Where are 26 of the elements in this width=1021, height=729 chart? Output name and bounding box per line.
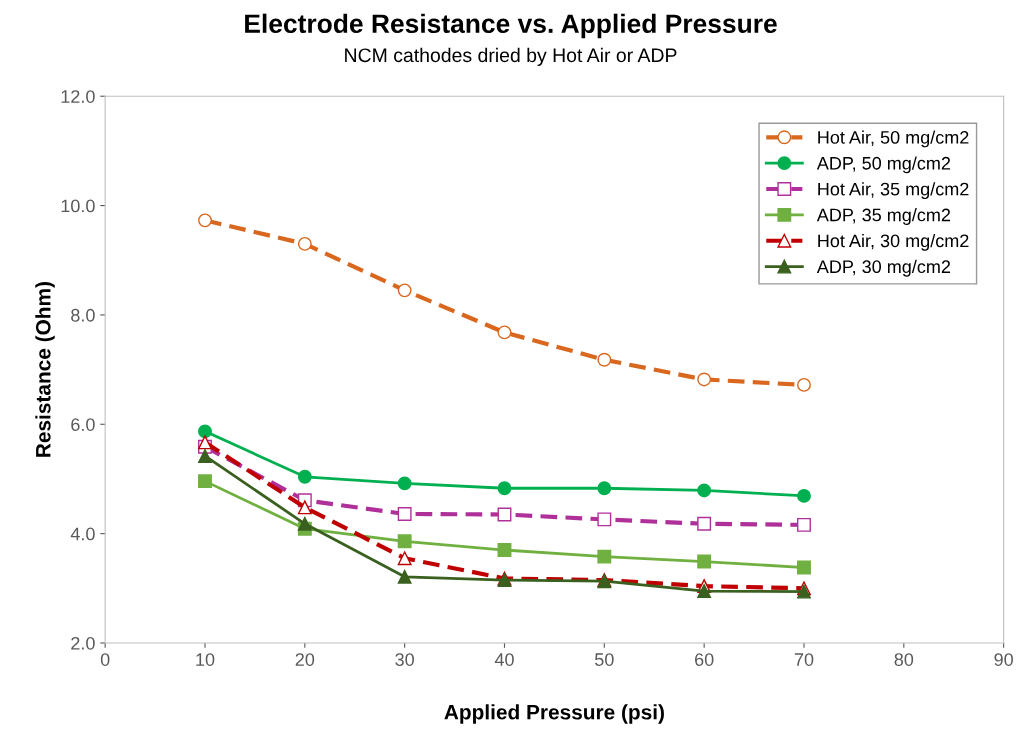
x-tick-label: 50 bbox=[595, 653, 614, 666]
y-tick-label: 6.0 bbox=[71, 418, 95, 431]
y-tick-label: 2.0 bbox=[71, 636, 95, 650]
x-axis-title: Applied Pressure (psi) bbox=[444, 704, 664, 724]
legend-label: ADP, 30 mg/cm2 bbox=[816, 259, 951, 277]
x-tick-label: 0 bbox=[100, 653, 110, 666]
x-tick-label: 60 bbox=[695, 653, 714, 666]
legend-label: Hot Air, 30 mg/cm2 bbox=[818, 233, 969, 251]
x-tick-label: 30 bbox=[395, 653, 414, 666]
chart-title: Electrode Resistance vs. Applied Pressure bbox=[245, 13, 777, 39]
y-tick-label: 4.0 bbox=[70, 527, 95, 541]
x-tick-label: 90 bbox=[994, 653, 1013, 666]
x-tick-label: 10 bbox=[196, 653, 215, 666]
legend-label: Hot Air, 50 mg/cm2 bbox=[818, 130, 969, 148]
y-tick-label: 12.0 bbox=[61, 90, 95, 103]
legend-label: ADP, 50 mg/cm2 bbox=[816, 156, 951, 174]
y-tick-label: 8.0 bbox=[71, 308, 95, 322]
y-axis-title: Resistance (Ohm) bbox=[35, 282, 55, 457]
y-tick-label: 10.0 bbox=[61, 199, 95, 213]
legend-label: ADP, 35 mg/cm2 bbox=[816, 208, 951, 225]
chart-subtitle: NCM cathodes dried by Hot Air or ADP bbox=[345, 47, 677, 66]
x-tick-label: 40 bbox=[494, 653, 514, 666]
x-tick-label: 80 bbox=[894, 653, 914, 666]
x-tick-label: 70 bbox=[794, 653, 814, 666]
legend-label: Hot Air, 35 mg/cm2 bbox=[818, 182, 969, 200]
x-tick-label: 20 bbox=[295, 653, 315, 666]
